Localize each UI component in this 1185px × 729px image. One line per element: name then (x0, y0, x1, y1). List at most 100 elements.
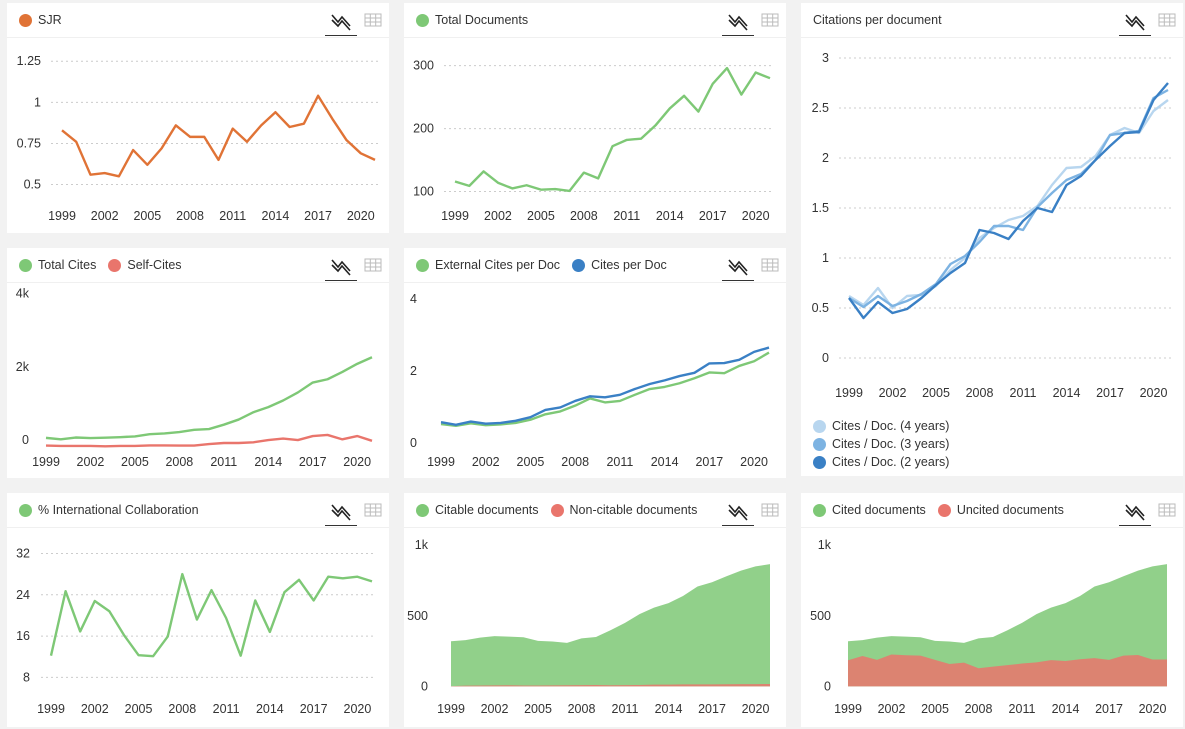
x-tick-label: 2002 (81, 702, 109, 716)
line-chart-toggle[interactable] (325, 495, 357, 526)
legend-swatch (813, 503, 826, 517)
legend-swatch (813, 455, 826, 469)
table-view-toggle[interactable] (761, 9, 779, 29)
legend-item-uncited-documents[interactable]: Uncited documents (937, 503, 1064, 517)
card-header: External Cites per Doc Cites per Doc (404, 248, 786, 283)
x-tick-label: 2017 (300, 702, 328, 716)
x-tick-label: 1999 (427, 455, 455, 469)
line-chart-toggle[interactable] (325, 5, 357, 36)
line-chart-toggle[interactable] (325, 250, 357, 281)
x-tick-label: 2020 (347, 209, 375, 223)
x-tick-label: 2005 (527, 209, 555, 223)
international-collaboration-line (49, 572, 373, 658)
legend-item-citable-documents[interactable]: Citable documents (416, 503, 539, 517)
table-view-toggle[interactable] (364, 254, 382, 274)
legend-item-total-cites[interactable]: Total Cites (19, 258, 96, 272)
legend-item-cites-2-years[interactable]: Cites / Doc. (2 years) (813, 453, 949, 471)
card-sjr: SJR 0.5 0.75 1 1.25 1999 2002 2005 2008 2011 2014… (7, 3, 389, 233)
y-tick-label: 0.5 (812, 301, 829, 315)
y-tick-label: 2 (410, 364, 417, 378)
y-tick-label: 500 (407, 609, 428, 623)
card-header: Cited documents Uncited documents (801, 493, 1183, 528)
card-header: Citable documents Non-citable documents (404, 493, 786, 528)
x-tick-label: 2008 (561, 455, 589, 469)
y-tick-label: 2 (822, 151, 829, 165)
x-tick-label: 2014 (254, 455, 282, 469)
citable-documents-chart: 0 500 1k 1999 2002 2005 2008 2011 2014 2017 2020 (407, 538, 770, 716)
table-view-toggle[interactable] (1158, 499, 1176, 519)
x-tick-label: 2005 (517, 455, 545, 469)
card-header: SJR (7, 3, 389, 38)
y-tick-label: 1k (415, 538, 429, 552)
y-tick-label: 100 (413, 185, 434, 199)
external-cites-per-doc-line (440, 351, 770, 428)
self-cites-line (45, 433, 373, 448)
table-view-toggle[interactable] (364, 9, 382, 29)
x-tick-label: 1999 (48, 209, 76, 223)
legend-item-total-documents[interactable]: Total Documents (416, 13, 528, 27)
y-tick-label: 32 (16, 546, 30, 560)
table-icon (364, 503, 382, 517)
legend-label: Total Cites (38, 258, 97, 272)
cites-doc-3-years-line (848, 88, 1169, 309)
line-chart-toggle[interactable] (1119, 495, 1151, 526)
legend-item-non-citable-documents[interactable]: Non-citable documents (550, 503, 697, 517)
card-total-documents: Total Documents 100 200 300 1999 2002 2005 200… (404, 3, 786, 233)
x-tick-label: 1999 (37, 702, 65, 716)
legend-label: % International Collaboration (38, 503, 199, 517)
legend-swatch (550, 503, 564, 517)
citations-per-document-chart: 0 0.5 1 1.5 2 2.5 3 1999 2002 2005 2008 2011 2014 201… (812, 51, 1172, 400)
x-tick-label: 2008 (165, 455, 193, 469)
x-tick-label: 2011 (1010, 386, 1037, 400)
legend: SJR (19, 3, 62, 37)
legend-swatch (416, 13, 429, 27)
legend-label: Self-Cites (127, 258, 182, 272)
legend-label: Cites / Doc. (4 years) (832, 419, 950, 433)
table-view-toggle[interactable] (761, 499, 779, 519)
card-header: % International Collaboration (7, 493, 389, 528)
legend-swatch (19, 503, 32, 517)
sjr-line (61, 94, 376, 178)
legend-swatch (416, 258, 429, 272)
line-chart-toggle[interactable] (1119, 5, 1151, 36)
line-chart-toggle[interactable] (722, 5, 754, 36)
legend-swatch (813, 437, 826, 451)
legend-item-external-cites-per-doc[interactable]: External Cites per Doc (416, 258, 560, 272)
x-tick-label: 2002 (472, 455, 500, 469)
table-view-toggle[interactable] (364, 499, 382, 519)
x-tick-label: 2008 (168, 702, 196, 716)
y-tick-label: 1 (34, 95, 41, 109)
card-citations-per-document: Citations per document 0 0.5 1 1.5 2 2.5 3 1999… (801, 3, 1183, 476)
legend-item-cites-4-years[interactable]: Cites / Doc. (4 years) (813, 417, 949, 435)
x-tick-label: 2005 (922, 386, 950, 400)
legend-item-international-collaboration[interactable]: % International Collaboration (19, 503, 199, 517)
y-tick-label: 1 (822, 251, 829, 265)
line-chart-icon (728, 504, 748, 521)
legend-item-sjr[interactable]: SJR (19, 13, 62, 27)
total-documents-line (454, 66, 771, 193)
line-chart-icon (331, 259, 351, 276)
y-tick-label: 0.75 (17, 136, 41, 150)
card-total-cites: Total Cites Self-Cites 0 2k 4k 1999 2002 2005… (7, 248, 389, 478)
x-tick-label: 2008 (966, 386, 994, 400)
x-tick-label: 1999 (437, 702, 465, 716)
y-tick-label: 1.5 (812, 201, 829, 215)
x-tick-label: 2014 (656, 209, 684, 223)
y-tick-label: 0 (22, 433, 29, 447)
table-view-toggle[interactable] (1158, 9, 1176, 29)
legend: % International Collaboration (19, 493, 199, 527)
total-cites-chart: 0 2k 4k 1999 2002 2005 2008 2011 2014 2017 2020 (16, 286, 373, 469)
line-chart-toggle[interactable] (722, 250, 754, 281)
y-tick-label: 24 (16, 588, 30, 602)
x-tick-label: 2020 (1140, 386, 1168, 400)
line-chart-toggle[interactable] (722, 495, 754, 526)
x-tick-label: 2002 (481, 702, 509, 716)
table-view-toggle[interactable] (761, 254, 779, 274)
card-cited-documents: Cited documents Uncited documents 0 500 1k… (801, 493, 1183, 727)
cites-doc-2-years-line (848, 82, 1169, 320)
legend-item-cites-3-years[interactable]: Cites / Doc. (3 years) (813, 435, 949, 453)
legend-item-cites-per-doc[interactable]: Cites per Doc (572, 258, 667, 272)
legend-item-self-cites[interactable]: Self-Cites (108, 258, 182, 272)
x-tick-label: 2020 (343, 455, 371, 469)
legend-item-cited-documents[interactable]: Cited documents (813, 503, 926, 517)
